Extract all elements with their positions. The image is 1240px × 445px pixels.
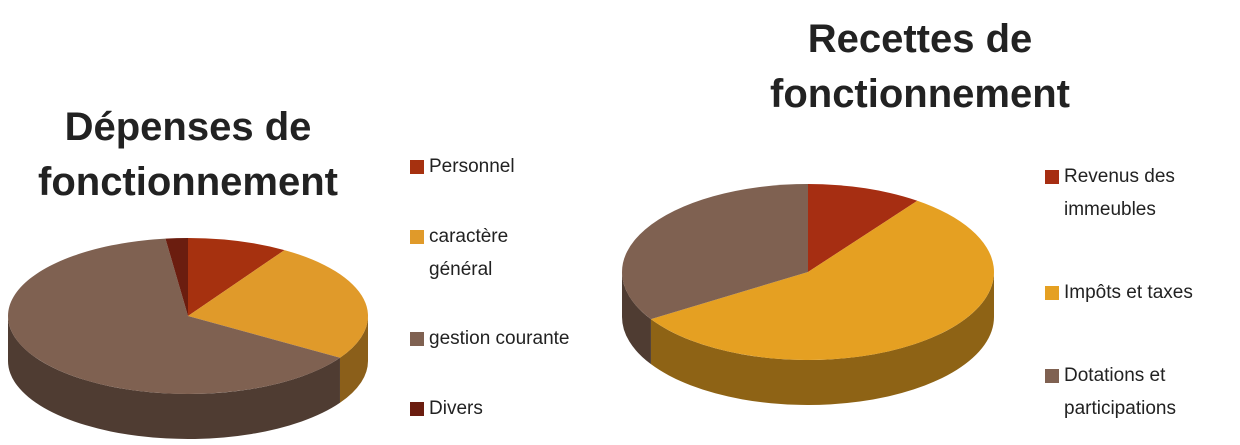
legend-swatch bbox=[410, 229, 424, 244]
legend-label: Impôts et taxes bbox=[1064, 282, 1193, 303]
legend: Revenus des immeubles Impôts et taxes Dota… bbox=[1045, 160, 1235, 425]
legend-label: gestion courante bbox=[429, 328, 570, 350]
pie-tops bbox=[8, 238, 368, 394]
pie-slice-side bbox=[650, 272, 994, 405]
legend-swatch bbox=[410, 160, 424, 174]
legend-item: Personnel bbox=[410, 150, 570, 183]
pie-slice bbox=[188, 250, 368, 358]
legend-item: Dotations et participations bbox=[1045, 359, 1235, 425]
pie-slice-side bbox=[622, 272, 651, 365]
pie-slice bbox=[165, 238, 188, 316]
pie-slice bbox=[188, 238, 285, 316]
pie-tops bbox=[622, 184, 994, 360]
pie-sides bbox=[622, 272, 994, 405]
pie-slice bbox=[622, 184, 808, 320]
chart-title: Recettes de fonctionnement bbox=[770, 17, 1070, 116]
pie-slice bbox=[8, 238, 340, 394]
legend-swatch bbox=[1045, 369, 1059, 383]
legend-label: Revenus des immeubles bbox=[1064, 166, 1175, 220]
pie-slice-side bbox=[339, 316, 368, 403]
legend-item: Divers bbox=[410, 392, 570, 425]
legend-swatch bbox=[410, 401, 424, 416]
legend-label: caractère général bbox=[429, 225, 509, 280]
legend-item: Impôts et taxes bbox=[1045, 276, 1235, 309]
legend-label: Divers bbox=[429, 397, 483, 419]
legend-label: Personnel bbox=[429, 156, 515, 177]
pie-slice-side bbox=[8, 316, 340, 440]
legend-swatch bbox=[410, 332, 424, 347]
pie-slice bbox=[650, 200, 994, 360]
pie-slice bbox=[808, 184, 918, 272]
pie-sides bbox=[8, 316, 368, 440]
legend-item: gestion courante bbox=[410, 322, 570, 355]
legend: Personnel caractère général gestion couran… bbox=[410, 150, 570, 425]
legend-swatch bbox=[1045, 170, 1059, 184]
legend-item: Revenus des immeubles bbox=[1045, 160, 1235, 226]
legend-label: Dotations et participations bbox=[1064, 365, 1176, 419]
chart-title: Dépenses de fonctionnement bbox=[38, 105, 338, 204]
legend-item: caractère général bbox=[410, 220, 570, 286]
legend-swatch bbox=[1045, 286, 1059, 300]
